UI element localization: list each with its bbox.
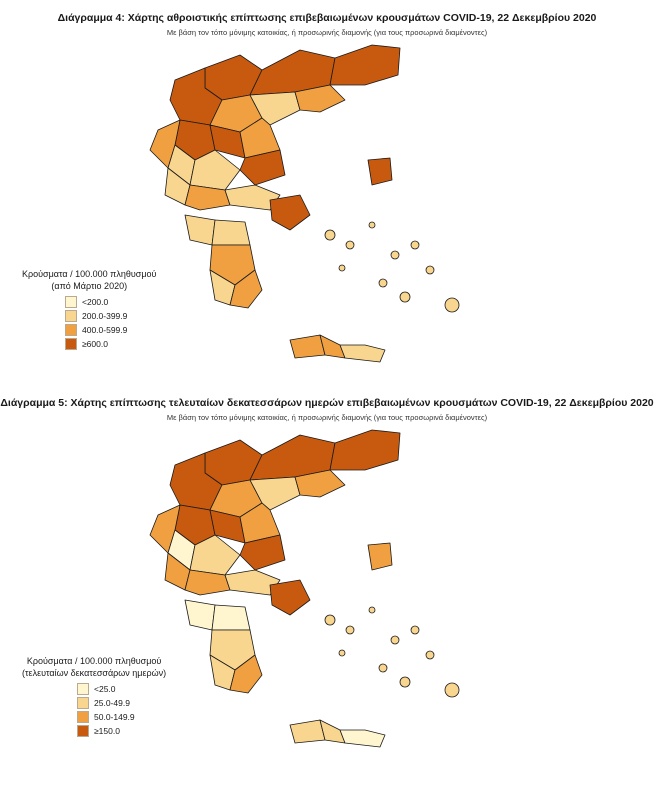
island [444, 297, 460, 313]
legend-swatch [77, 725, 89, 737]
region-11 [239, 149, 286, 186]
island [425, 265, 435, 275]
region-21 [269, 579, 311, 616]
region-16 [184, 184, 231, 211]
island [338, 264, 346, 272]
legend-label: 50.0-149.9 [94, 712, 135, 722]
map1-legend-item: 200.0-399.9 [65, 310, 156, 322]
map2-title: Διάγραμμα 5: Χάρτης επίπτωσης τελευταίων… [0, 397, 654, 409]
island [345, 625, 355, 635]
region-14 [189, 534, 241, 576]
legend-label: 400.0-599.9 [82, 325, 128, 335]
region-14 [189, 149, 241, 191]
island [378, 278, 388, 288]
map1-subtitle: Με βάση τον τόπο μόνιμης κατοικίας, ή πρ… [166, 28, 488, 37]
legend-swatch [65, 296, 77, 308]
region-6 [249, 476, 301, 511]
map2-legend: Κρούσματα / 100.000 πληθυσμού (τελευταίω… [22, 655, 166, 737]
legend-label: <25.0 [94, 684, 116, 694]
island [324, 229, 336, 241]
legend-swatch [65, 324, 77, 336]
legend-label: ≥150.0 [94, 726, 120, 736]
region-23 [229, 269, 263, 309]
map2-legend-subtitle: (τελευταίων δεκατεσσάρων ημερών) [22, 668, 167, 678]
region-27 [367, 157, 393, 186]
region-21 [269, 194, 311, 231]
island [368, 221, 376, 229]
legend-swatch [65, 310, 77, 322]
map2-subtitle: Με βάση τον τόπο μόνιμης κατοικίας, ή πρ… [166, 413, 488, 422]
region-24 [289, 719, 326, 744]
region-19 [211, 604, 251, 631]
region-10 [239, 117, 281, 159]
island [324, 614, 336, 626]
region-11 [239, 534, 286, 571]
region-16 [184, 569, 231, 596]
legend-swatch [77, 697, 89, 709]
map2-legend-title: Κρούσματα / 100.000 πληθυσμού [26, 656, 162, 666]
island [399, 676, 411, 688]
legend-swatch [65, 338, 77, 350]
map1-legend-title: Κρούσματα / 100.000 πληθυσμού [22, 269, 157, 279]
region-24 [289, 334, 326, 359]
legend-label: ≥600.0 [82, 339, 108, 349]
map1-greece-choropleth [149, 44, 460, 363]
island [399, 291, 411, 303]
map1-legend: Κρούσματα / 100.000 πληθυσμού (από Μάρτι… [22, 268, 156, 350]
region-6 [249, 91, 301, 126]
region-10 [239, 502, 281, 544]
legend-label: <200.0 [82, 297, 109, 307]
island [368, 606, 376, 614]
island [410, 625, 420, 635]
map2-legend-item: <25.0 [77, 683, 166, 695]
island [338, 649, 346, 657]
region-26 [339, 344, 386, 363]
legend-label: 200.0-399.9 [82, 311, 128, 321]
region-18 [184, 599, 216, 631]
region-26 [339, 729, 386, 748]
island [410, 240, 420, 250]
legend-label: 25.0-49.9 [94, 698, 130, 708]
legend-swatch [77, 711, 89, 723]
map2-legend-item: ≥150.0 [77, 725, 166, 737]
region-18 [184, 214, 216, 246]
region-3 [329, 429, 401, 471]
map1-title: Διάγραμμα 4: Χάρτης αθροιστικής επίπτωση… [57, 12, 597, 24]
region-27 [367, 542, 393, 571]
map1-legend-item: ≥600.0 [65, 338, 156, 350]
map1-legend-item: 400.0-599.9 [65, 324, 156, 336]
map1-legend-item: <200.0 [65, 296, 156, 308]
map2-legend-item: 25.0-49.9 [77, 697, 166, 709]
island [390, 635, 400, 645]
map2-legend-item: 50.0-149.9 [77, 711, 166, 723]
island [444, 682, 460, 698]
legend-swatch [77, 683, 89, 695]
map1-legend-subtitle: (από Μάρτιο 2020) [51, 281, 128, 291]
island [390, 250, 400, 260]
region-7 [294, 469, 346, 498]
region-23 [229, 654, 263, 694]
region-19 [211, 219, 251, 246]
island [345, 240, 355, 250]
region-7 [294, 84, 346, 113]
map2-greece-choropleth [149, 429, 460, 748]
region-3 [329, 44, 401, 86]
island [425, 650, 435, 660]
island [378, 663, 388, 673]
